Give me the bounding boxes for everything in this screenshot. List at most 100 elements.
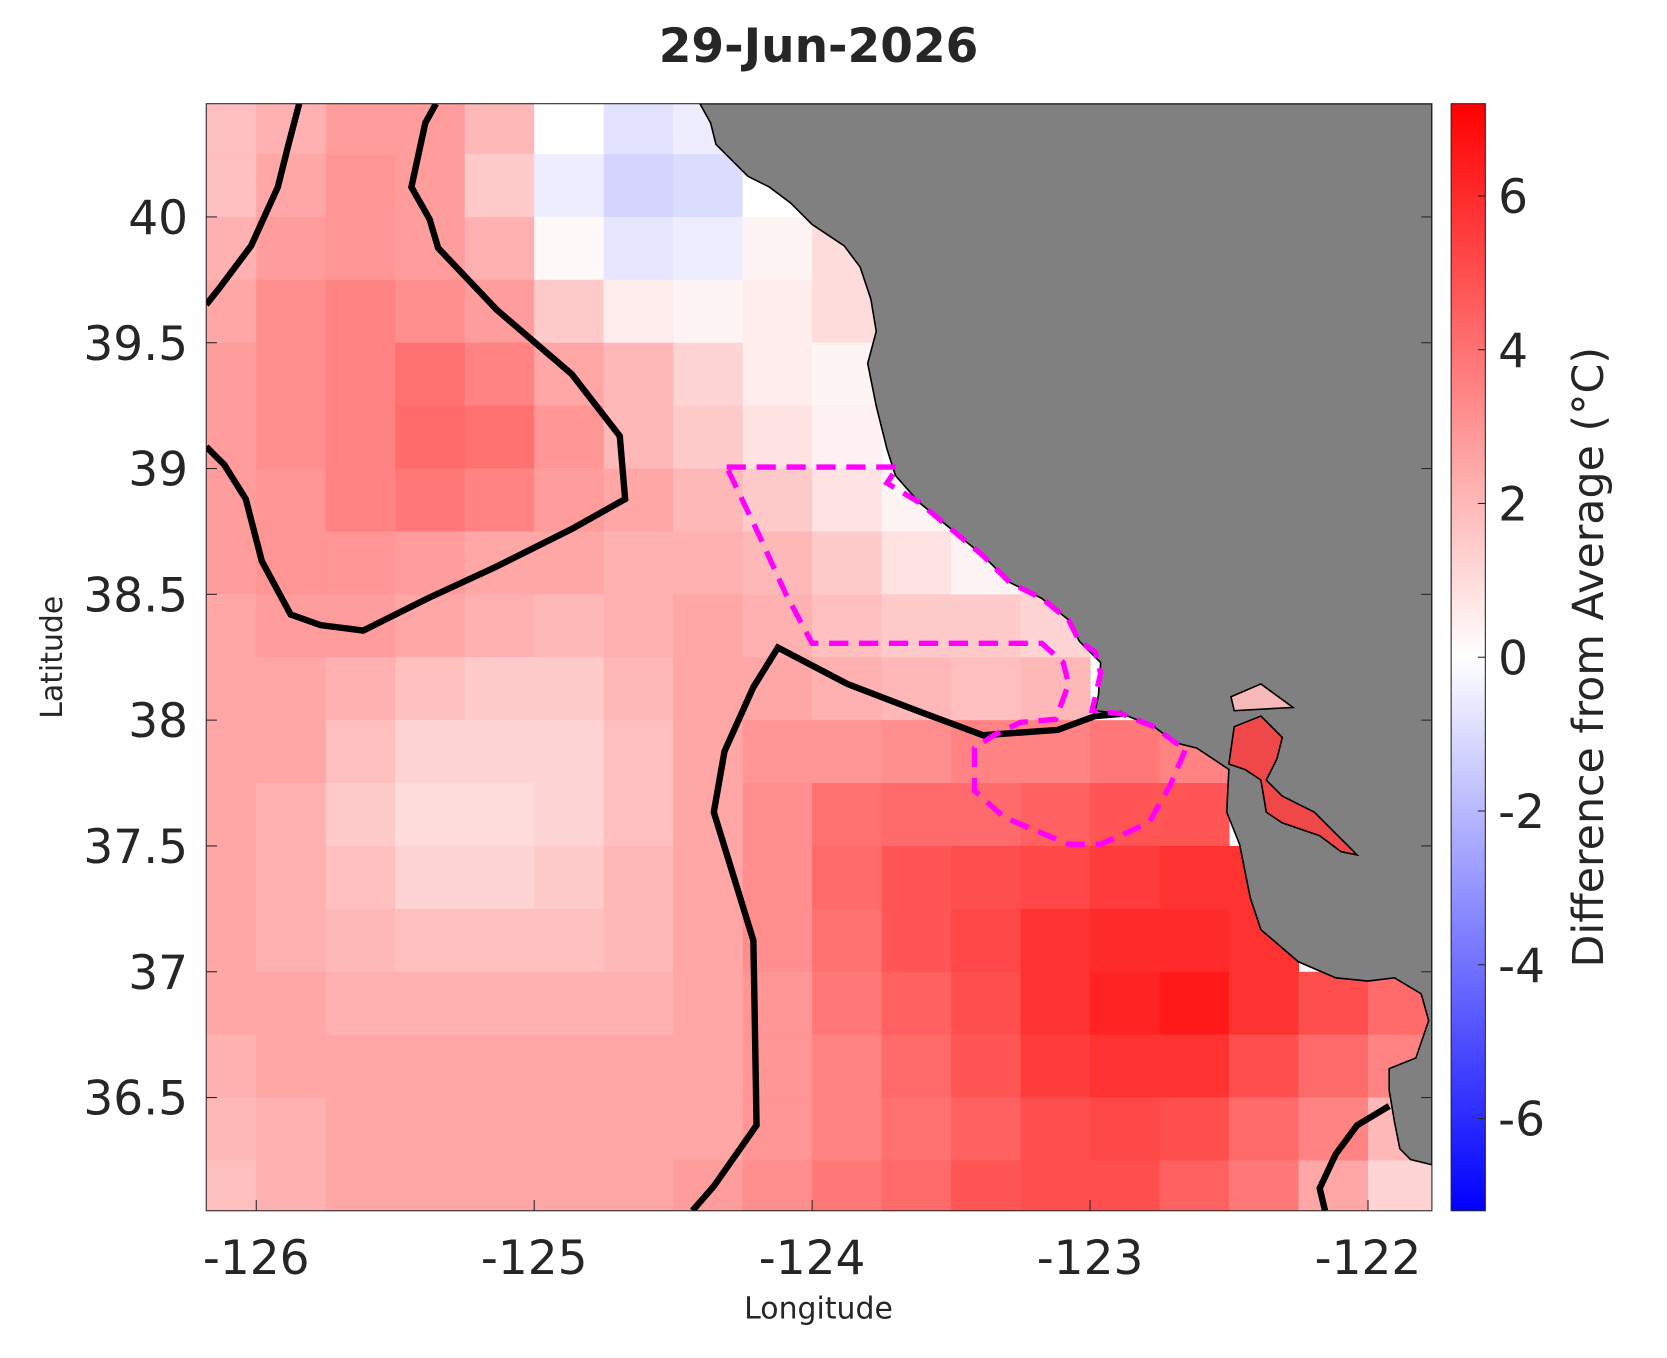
heat-cell bbox=[1090, 908, 1161, 973]
bay bbox=[1230, 683, 1296, 712]
heat-cell bbox=[1020, 971, 1091, 1036]
heat-cell bbox=[395, 279, 466, 344]
heat-cell bbox=[812, 405, 883, 470]
colorbar-label: Difference from Average (°C) bbox=[1564, 347, 1614, 968]
heat-cell bbox=[812, 657, 883, 721]
heat-cell bbox=[325, 1097, 396, 1161]
heat-cell bbox=[206, 1034, 257, 1099]
heat-cell bbox=[325, 103, 396, 155]
heat-cell bbox=[603, 531, 674, 595]
heat-cell bbox=[1229, 1034, 1300, 1099]
heat-cell bbox=[325, 279, 396, 344]
heat-cell bbox=[256, 405, 327, 470]
colorbar-tick-label: 0 bbox=[1498, 631, 1528, 686]
y-tick-label: 38.5 bbox=[83, 568, 188, 623]
heat-cell bbox=[206, 845, 257, 910]
heat-cell bbox=[881, 845, 952, 910]
heat-cell bbox=[395, 594, 466, 658]
heat-cell bbox=[951, 1160, 1022, 1211]
heat-cell bbox=[325, 657, 396, 721]
heat-cell bbox=[603, 279, 674, 344]
heat-cell bbox=[256, 845, 327, 910]
heat-cell bbox=[881, 1160, 952, 1211]
heat-cell bbox=[395, 1160, 466, 1211]
heat-cell bbox=[395, 1034, 466, 1099]
heat-cell bbox=[464, 908, 535, 973]
heat-cell bbox=[256, 1097, 327, 1161]
heat-cell bbox=[673, 342, 744, 407]
heat-cell bbox=[1159, 783, 1230, 847]
axes-box bbox=[205, 103, 1433, 1212]
heat-cell bbox=[1090, 845, 1161, 910]
heat-cell bbox=[951, 1097, 1022, 1161]
y-axis-label: Latitude bbox=[35, 596, 70, 719]
contour bbox=[206, 103, 629, 634]
heat-cell bbox=[534, 720, 605, 784]
heat-cell bbox=[256, 279, 327, 344]
heat-cell bbox=[1159, 1160, 1230, 1211]
bay bbox=[1227, 715, 1360, 857]
heat-cell bbox=[603, 103, 674, 155]
heat-cell bbox=[1298, 1034, 1369, 1099]
heat-cell bbox=[534, 594, 605, 658]
heat-cell bbox=[325, 720, 396, 784]
heat-cell bbox=[395, 468, 466, 532]
heat-cell bbox=[256, 216, 327, 281]
heat-cell bbox=[673, 594, 744, 658]
heat-cell bbox=[325, 405, 396, 470]
heat-cell bbox=[464, 720, 535, 784]
heat-cell bbox=[1020, 845, 1091, 910]
heat-cell bbox=[206, 342, 257, 407]
region-outline bbox=[724, 464, 1190, 847]
heat-cell bbox=[534, 657, 605, 721]
heat-cell bbox=[534, 908, 605, 973]
heat-cell bbox=[464, 216, 535, 281]
heat-cell bbox=[881, 971, 952, 1036]
colorbar-tick-label: 4 bbox=[1498, 324, 1528, 379]
heat-cell bbox=[464, 845, 535, 910]
heat-cell bbox=[951, 783, 1022, 847]
heat-cell bbox=[1159, 845, 1230, 910]
heat-cell bbox=[395, 657, 466, 721]
heat-cell bbox=[603, 1160, 674, 1211]
heat-cell bbox=[206, 783, 257, 847]
heat-cell bbox=[742, 783, 813, 847]
heat-cell bbox=[534, 154, 605, 218]
heat-cell bbox=[464, 783, 535, 847]
heat-cell bbox=[256, 1160, 327, 1211]
heat-cell bbox=[206, 594, 257, 658]
heat-cell bbox=[534, 103, 605, 155]
heat-cell bbox=[206, 971, 257, 1036]
heat-cell bbox=[1090, 783, 1161, 847]
colorbar-tick-label: -4 bbox=[1498, 939, 1545, 994]
x-tick-label: -125 bbox=[481, 1231, 588, 1286]
heat-cell bbox=[464, 594, 535, 658]
heat-cell bbox=[395, 720, 466, 784]
heat-cell bbox=[742, 342, 813, 407]
heat-cell bbox=[534, 405, 605, 470]
heat-cell bbox=[673, 1034, 744, 1099]
y-tick-label: 37 bbox=[128, 946, 188, 1001]
y-tick-label: 39.5 bbox=[83, 317, 188, 372]
heat-cell bbox=[951, 971, 1022, 1036]
heat-cell bbox=[742, 845, 813, 910]
heat-cell bbox=[742, 468, 813, 532]
heat-cell bbox=[673, 971, 744, 1036]
heat-cell bbox=[534, 216, 605, 281]
heat-cell bbox=[1159, 1097, 1230, 1161]
heat-cell bbox=[256, 1034, 327, 1099]
heat-cell bbox=[464, 1160, 535, 1211]
heat-cell bbox=[395, 845, 466, 910]
heat-cell bbox=[673, 908, 744, 973]
heat-cell bbox=[1159, 908, 1230, 973]
heat-cell bbox=[1159, 971, 1230, 1036]
colorbar-tick-label: -6 bbox=[1498, 1093, 1545, 1148]
heat-cell bbox=[464, 1034, 535, 1099]
heat-cell bbox=[673, 657, 744, 721]
heat-cell bbox=[812, 971, 883, 1036]
heat-cell bbox=[951, 657, 1022, 721]
heat-cell bbox=[325, 531, 396, 595]
heat-cell bbox=[881, 594, 952, 658]
